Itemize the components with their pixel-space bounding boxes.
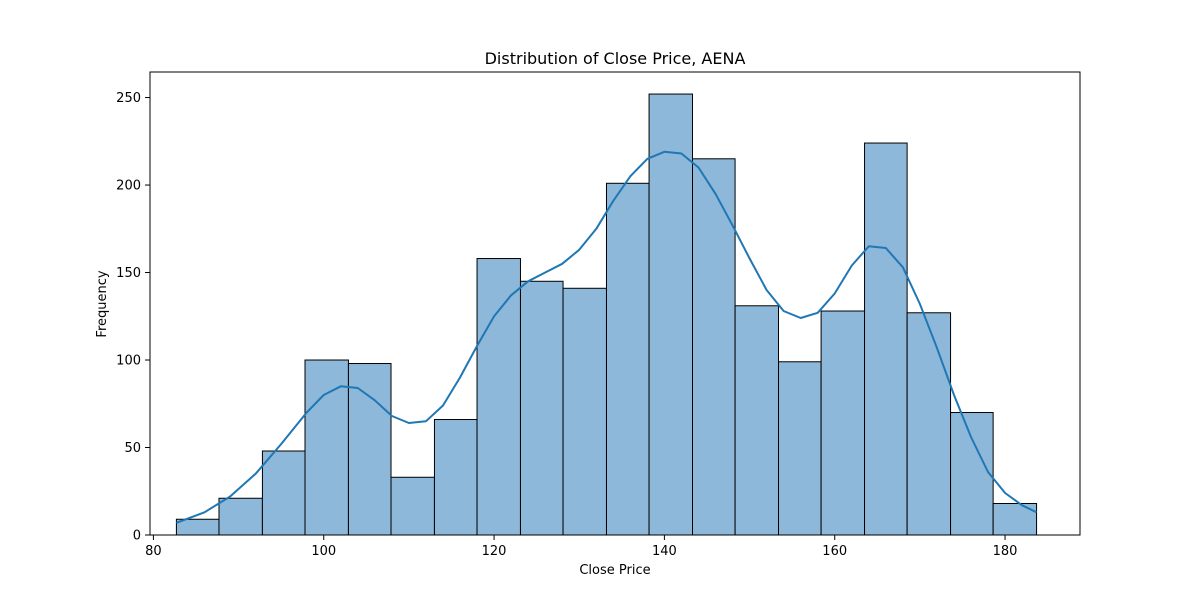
kde-group: [176, 150, 1038, 524]
bars-group: [175, 93, 1038, 536]
y-tick-label: 0: [133, 529, 141, 544]
x-tick-label: 180: [993, 544, 1018, 559]
x-tick-label: 160: [822, 544, 847, 559]
x-tick-label: 100: [311, 544, 336, 559]
y-tick-label: 250: [116, 91, 141, 106]
x-tick-label: 120: [482, 544, 507, 559]
y-tick-label: 100: [116, 354, 141, 369]
histogram-bar: [864, 142, 908, 536]
histogram-bar: [605, 182, 650, 536]
kde-line: [176, 150, 1038, 524]
histogram-bar: [820, 310, 866, 536]
histogram-bar: [433, 419, 478, 536]
x-tick-label: 80: [145, 544, 162, 559]
histogram-bar: [950, 412, 994, 536]
histogram-bar: [906, 312, 952, 536]
histogram-bar: [347, 363, 392, 536]
y-axis-label: Frequency: [95, 270, 110, 337]
histogram-bar: [519, 280, 564, 536]
histogram-bar: [734, 305, 780, 536]
histogram-bar: [304, 359, 349, 536]
y-axis: 0 50 100 150 200 250: [116, 91, 150, 544]
histogram-bar: [175, 518, 220, 536]
y-tick-label: 150: [116, 266, 141, 281]
histogram-bar: [648, 93, 693, 536]
x-axis-label: Close Price: [579, 563, 650, 578]
histogram-bar: [218, 497, 263, 536]
plot-frame: [149, 71, 1081, 536]
chart-title: Distribution of Close Price, AENA: [485, 49, 746, 68]
histogram-bar: [692, 158, 736, 536]
x-tick-label: 140: [652, 544, 677, 559]
histogram-bar: [562, 287, 607, 536]
histogram-bar: [476, 258, 521, 536]
y-tick-label: 50: [124, 441, 141, 456]
x-axis: 80 100 120 140 160 180: [145, 535, 1017, 559]
histogram-bar: [390, 476, 435, 536]
y-tick-label: 200: [116, 179, 141, 194]
histogram-bar: [778, 361, 822, 536]
histogram-bar: [261, 450, 306, 536]
